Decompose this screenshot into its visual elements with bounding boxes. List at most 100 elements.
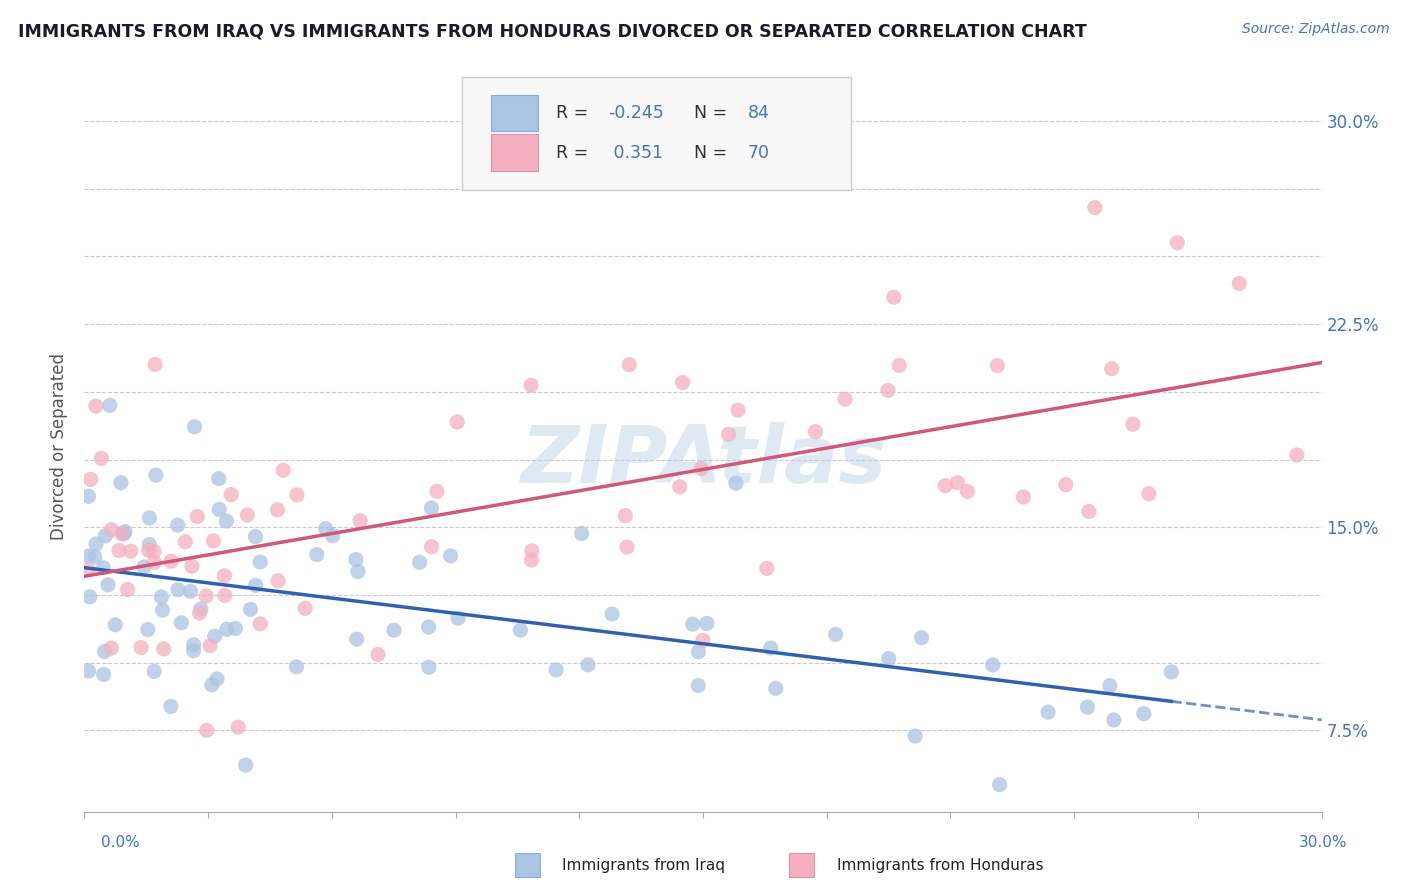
Point	[152, 642, 174, 657]
Point	[245, 530, 267, 544]
Point	[181, 559, 204, 574]
Point	[267, 574, 290, 588]
Point	[143, 544, 166, 558]
Point	[117, 582, 139, 597]
Point	[195, 589, 218, 603]
Point	[688, 645, 710, 659]
Point	[77, 549, 100, 563]
Point	[201, 678, 224, 692]
Point	[166, 518, 188, 533]
Point	[571, 526, 593, 541]
Point	[100, 523, 122, 537]
Point	[226, 720, 249, 734]
Point	[183, 419, 205, 434]
Point	[215, 622, 238, 636]
Point	[946, 475, 969, 490]
Point	[249, 555, 271, 569]
Point	[1054, 477, 1077, 491]
Point	[183, 638, 205, 652]
Point	[877, 651, 900, 665]
Point	[266, 503, 288, 517]
Point	[382, 624, 405, 638]
Point	[198, 639, 221, 653]
Point	[94, 529, 117, 543]
Text: Immigrants from Honduras: Immigrants from Honduras	[837, 858, 1043, 872]
Text: -0.245: -0.245	[607, 104, 664, 122]
Point	[804, 425, 827, 439]
Point	[183, 643, 205, 657]
Point	[426, 484, 449, 499]
Point	[614, 508, 637, 523]
Point	[202, 533, 225, 548]
Point	[910, 631, 932, 645]
Point	[692, 633, 714, 648]
Point	[271, 463, 294, 477]
Point	[138, 511, 160, 525]
Point	[77, 489, 100, 503]
Point	[136, 623, 159, 637]
Point	[346, 632, 368, 646]
FancyBboxPatch shape	[461, 77, 852, 190]
Point	[1077, 504, 1099, 518]
Point	[671, 376, 693, 390]
Point	[688, 679, 710, 693]
Text: Source: ZipAtlas.com: Source: ZipAtlas.com	[1241, 22, 1389, 37]
Point	[104, 618, 127, 632]
Point	[619, 358, 641, 372]
Point	[344, 552, 367, 566]
Point	[956, 484, 979, 499]
Point	[143, 556, 166, 570]
Point	[824, 627, 846, 641]
Text: ZIPAtlas: ZIPAtlas	[520, 422, 886, 500]
Point	[1084, 201, 1107, 215]
Point	[77, 664, 100, 678]
Point	[174, 534, 197, 549]
Point	[1137, 487, 1160, 501]
Point	[90, 451, 112, 466]
Point	[1098, 679, 1121, 693]
Point	[138, 543, 160, 558]
Point	[447, 611, 470, 625]
Point	[83, 549, 105, 564]
Point	[205, 672, 228, 686]
Point	[727, 403, 749, 417]
Text: N =: N =	[695, 104, 733, 122]
Text: 0.0%: 0.0%	[101, 836, 141, 850]
Point	[100, 641, 122, 656]
Point	[204, 629, 226, 643]
Point	[208, 502, 231, 516]
Point	[877, 384, 900, 398]
Point	[215, 514, 238, 528]
Point	[108, 543, 131, 558]
Point	[235, 758, 257, 772]
Point	[129, 640, 152, 655]
Point	[93, 644, 115, 658]
Point	[120, 544, 142, 558]
Point	[682, 617, 704, 632]
Point	[986, 359, 1008, 373]
Point	[717, 427, 740, 442]
Text: 30.0%: 30.0%	[1299, 836, 1347, 850]
Text: Immigrants from Iraq: Immigrants from Iraq	[562, 858, 725, 872]
Point	[1285, 448, 1308, 462]
Point	[520, 553, 543, 567]
Point	[418, 620, 440, 634]
Point	[77, 562, 100, 576]
Point	[696, 616, 718, 631]
Point	[1122, 417, 1144, 432]
Point	[981, 658, 1004, 673]
Point	[439, 549, 461, 563]
Point	[1012, 490, 1035, 504]
Point	[1166, 235, 1188, 250]
Text: 70: 70	[748, 144, 769, 161]
Point	[367, 648, 389, 662]
Text: IMMIGRANTS FROM IRAQ VS IMMIGRANTS FROM HONDURAS DIVORCED OR SEPARATED CORRELATI: IMMIGRANTS FROM IRAQ VS IMMIGRANTS FROM …	[18, 22, 1087, 40]
Point	[408, 555, 430, 569]
Point	[988, 778, 1011, 792]
Text: 0.351: 0.351	[607, 144, 662, 161]
Point	[110, 475, 132, 490]
Point	[349, 514, 371, 528]
Point	[84, 537, 107, 551]
Point	[249, 616, 271, 631]
Point	[190, 602, 212, 616]
